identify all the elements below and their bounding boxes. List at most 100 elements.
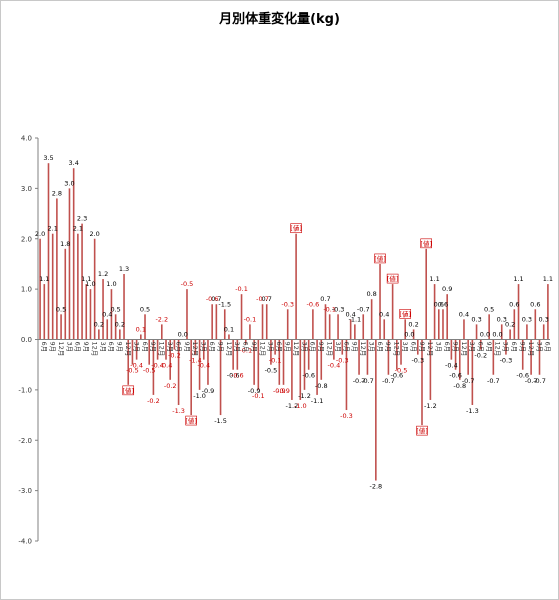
- data-label: 0.2: [505, 320, 515, 328]
- bar: [542, 324, 545, 340]
- bar: [396, 339, 398, 370]
- bar: [324, 304, 327, 340]
- bar: [190, 339, 192, 416]
- x-tick-label: 9月: [317, 342, 325, 353]
- bar: [98, 329, 100, 340]
- x-tick-label: 9月: [216, 342, 224, 353]
- data-label: -1.2: [298, 392, 311, 400]
- x-tick-label: 9月: [284, 342, 292, 353]
- data-label: 2.0: [89, 230, 99, 238]
- data-label: 1.3: [119, 265, 129, 273]
- data-label: -0.4: [160, 362, 173, 370]
- y-tick-label: 2.0: [21, 235, 32, 243]
- bar: [198, 339, 201, 390]
- x-tick-label: 12月: [292, 342, 300, 357]
- x-tick-label: 6月: [342, 342, 350, 353]
- data-label: 0.7: [262, 295, 272, 303]
- data-label: [値]: [399, 309, 411, 318]
- data-label: 0.1: [224, 325, 234, 333]
- bar: [110, 289, 113, 340]
- bar: [270, 339, 272, 365]
- data-label: [値]: [387, 274, 399, 283]
- data-label: 0.6: [530, 300, 540, 308]
- x-tick-label: 3月: [200, 342, 208, 353]
- data-label: 0.6: [434, 300, 444, 308]
- data-label: -0.6: [302, 372, 315, 380]
- x-tick-label: 9月: [48, 342, 56, 353]
- x-tick-label: 3月: [300, 342, 308, 353]
- bar: [64, 248, 67, 340]
- x-tick-label: 6月: [208, 342, 216, 353]
- data-label: 1.1: [543, 275, 553, 283]
- data-label: -1.0: [294, 402, 307, 410]
- x-tick-label: 3月: [435, 342, 443, 353]
- data-label-box: [374, 253, 386, 264]
- x-tick-label: 3月: [267, 342, 275, 353]
- data-label: -0.3: [500, 357, 513, 365]
- bar: [47, 163, 50, 340]
- bar: [106, 319, 109, 340]
- bar: [156, 339, 159, 360]
- bar: [278, 339, 281, 385]
- chart-title: 月別体重変化量(kg): [219, 12, 340, 27]
- data-label: -0.5: [265, 367, 278, 375]
- data-label: 1.1: [81, 275, 91, 283]
- data-label: -0.1: [239, 347, 252, 355]
- bar: [333, 339, 335, 360]
- bar: [202, 339, 205, 360]
- data-label: -2.8: [369, 483, 382, 491]
- x-tick-label: 6月: [510, 342, 518, 353]
- data-label: -0.2: [474, 352, 487, 360]
- bar: [169, 339, 171, 380]
- x-tick-label: 6月: [544, 342, 552, 353]
- bar: [219, 339, 222, 416]
- bar: [194, 339, 197, 355]
- bar: [81, 223, 83, 340]
- bar: [404, 319, 407, 340]
- bar: [60, 314, 62, 340]
- x-tick-label: 3月: [401, 342, 409, 353]
- x-tick-label: 6月: [174, 342, 182, 353]
- data-label: 1.8: [60, 240, 70, 248]
- bar: [479, 339, 482, 350]
- bar: [240, 294, 243, 340]
- bar: [375, 339, 377, 481]
- x-tick-label: 6月: [74, 342, 82, 353]
- bar: [77, 233, 79, 340]
- data-label: -0.1: [323, 305, 336, 313]
- data-label: [値]: [416, 426, 428, 435]
- data-label: -2.2: [155, 315, 168, 323]
- bar: [341, 339, 344, 355]
- bar: [253, 339, 255, 385]
- bar: [492, 339, 495, 375]
- data-label-box: [122, 385, 135, 396]
- data-label: -0.4: [130, 362, 143, 370]
- data-label: -0.7: [353, 377, 366, 385]
- data-label: [値]: [290, 224, 302, 233]
- bar: [471, 339, 474, 405]
- data-label: -0.7: [382, 377, 395, 385]
- bar: [383, 319, 386, 340]
- x-tick-label: 3月: [233, 342, 241, 353]
- data-label: -0.8: [315, 382, 328, 390]
- x-tick-label: 3月: [367, 342, 375, 353]
- data-label: -1.1: [349, 315, 362, 323]
- bar: [173, 339, 176, 350]
- x-tick-label: 6月: [40, 342, 48, 353]
- x-tick-label: 12月: [527, 342, 535, 357]
- bar: [165, 339, 167, 360]
- data-label: 0.2: [408, 320, 418, 328]
- data-label: -0.6: [516, 372, 529, 380]
- bar: [291, 339, 293, 400]
- data-label: 0.3: [471, 315, 481, 323]
- bar: [421, 339, 423, 426]
- bar: [223, 309, 226, 340]
- bar: [249, 324, 251, 340]
- data-label: 0.8: [366, 290, 376, 298]
- data-label: 0.5: [484, 305, 494, 313]
- data-label: -0.1: [235, 285, 248, 293]
- bar: [207, 339, 209, 385]
- data-label: -1.2: [424, 402, 437, 410]
- bar: [211, 304, 213, 340]
- data-label: -0.6: [449, 372, 462, 380]
